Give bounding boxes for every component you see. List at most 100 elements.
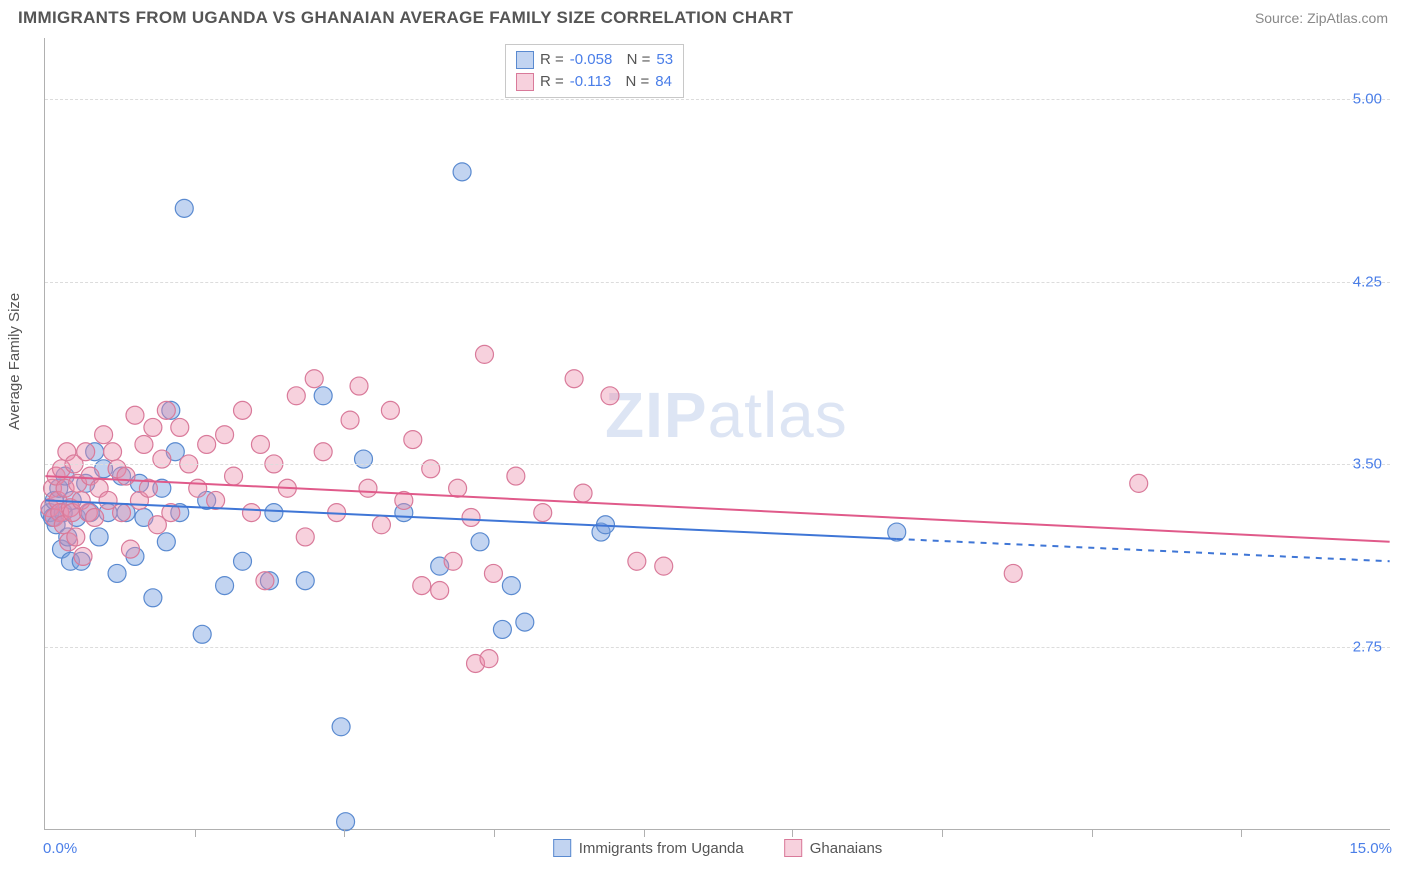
gridline-h [45, 464, 1390, 465]
data-point [95, 426, 113, 444]
data-point [507, 467, 525, 485]
legend-label-1: Ghanaians [810, 840, 883, 857]
data-point [475, 345, 493, 363]
xtick [1092, 829, 1093, 837]
stats-swatch-0 [516, 51, 534, 69]
ytick-label: 4.25 [1353, 273, 1382, 290]
data-point [265, 504, 283, 522]
data-point [471, 533, 489, 551]
xtick [195, 829, 196, 837]
stats-r-1: -0.113 [570, 71, 611, 93]
data-point [305, 370, 323, 388]
data-point [422, 460, 440, 478]
data-point [216, 426, 234, 444]
data-point [404, 431, 422, 449]
data-point [234, 552, 252, 570]
data-point [74, 547, 92, 565]
data-point [1004, 564, 1022, 582]
data-point [381, 401, 399, 419]
data-point [189, 479, 207, 497]
data-point [104, 443, 122, 461]
data-point [225, 467, 243, 485]
data-point [216, 577, 234, 595]
data-point [296, 528, 314, 546]
data-point [314, 387, 332, 405]
data-point [350, 377, 368, 395]
data-point [108, 564, 126, 582]
data-point [359, 479, 377, 497]
chart-area: ZIPatlas R = -0.058 N = 53 R = -0.113 N … [44, 38, 1390, 830]
data-point [296, 572, 314, 590]
y-axis-label: Average Family Size [6, 293, 23, 430]
data-point [413, 577, 431, 595]
data-point [502, 577, 520, 595]
xtick [1241, 829, 1242, 837]
data-point [157, 533, 175, 551]
gridline-h [45, 282, 1390, 283]
legend-swatch-1 [784, 839, 802, 857]
data-point [126, 406, 144, 424]
stats-n-0: 53 [656, 49, 673, 71]
gridline-h [45, 99, 1390, 100]
data-point [601, 387, 619, 405]
stats-row-0: R = -0.058 N = 53 [516, 49, 673, 71]
data-point [453, 163, 471, 181]
xtick [942, 829, 943, 837]
data-point [193, 625, 211, 643]
xtick [792, 829, 793, 837]
data-point [207, 491, 225, 509]
data-point [144, 589, 162, 607]
data-point [135, 435, 153, 453]
data-point [67, 528, 85, 546]
data-point [337, 813, 355, 831]
data-point [655, 557, 673, 575]
stats-r-label: R = [540, 49, 564, 71]
xtick [644, 829, 645, 837]
data-point [516, 613, 534, 631]
data-point [256, 572, 274, 590]
data-point [122, 540, 140, 558]
legend-swatch-0 [553, 839, 571, 857]
x-start-label: 0.0% [43, 840, 77, 857]
data-point [251, 435, 269, 453]
data-point [484, 564, 502, 582]
xtick [494, 829, 495, 837]
data-point [86, 508, 104, 526]
x-end-label: 15.0% [1349, 840, 1392, 857]
legend-item-1: Ghanaians [784, 839, 883, 857]
stats-legend: R = -0.058 N = 53 R = -0.113 N = 84 [505, 44, 684, 98]
data-point [198, 435, 216, 453]
stats-r-0: -0.058 [570, 49, 613, 71]
data-point [480, 650, 498, 668]
data-point [341, 411, 359, 429]
ytick-label: 2.75 [1353, 639, 1382, 656]
data-point [117, 467, 135, 485]
data-point [332, 718, 350, 736]
data-point [175, 199, 193, 217]
legend-label-0: Immigrants from Uganda [579, 840, 744, 857]
data-point [287, 387, 305, 405]
data-point [234, 401, 252, 419]
stats-r-label: R = [540, 71, 564, 93]
stats-n-label: N = [618, 49, 650, 71]
data-point [574, 484, 592, 502]
data-point [90, 528, 108, 546]
stats-n-label: N = [617, 71, 649, 93]
data-point [144, 418, 162, 436]
data-point [565, 370, 583, 388]
stats-swatch-1 [516, 73, 534, 91]
ytick-label: 3.50 [1353, 456, 1382, 473]
data-point [431, 581, 449, 599]
ytick-label: 5.00 [1353, 90, 1382, 107]
gridline-h [45, 647, 1390, 648]
data-point [372, 516, 390, 534]
data-point [462, 508, 480, 526]
data-point [171, 418, 189, 436]
data-point [628, 552, 646, 570]
data-point [444, 552, 462, 570]
bottom-legend: Immigrants from Uganda Ghanaians [553, 839, 883, 857]
data-point [534, 504, 552, 522]
stats-row-1: R = -0.113 N = 84 [516, 71, 673, 93]
data-point [493, 620, 511, 638]
data-point [1130, 474, 1148, 492]
